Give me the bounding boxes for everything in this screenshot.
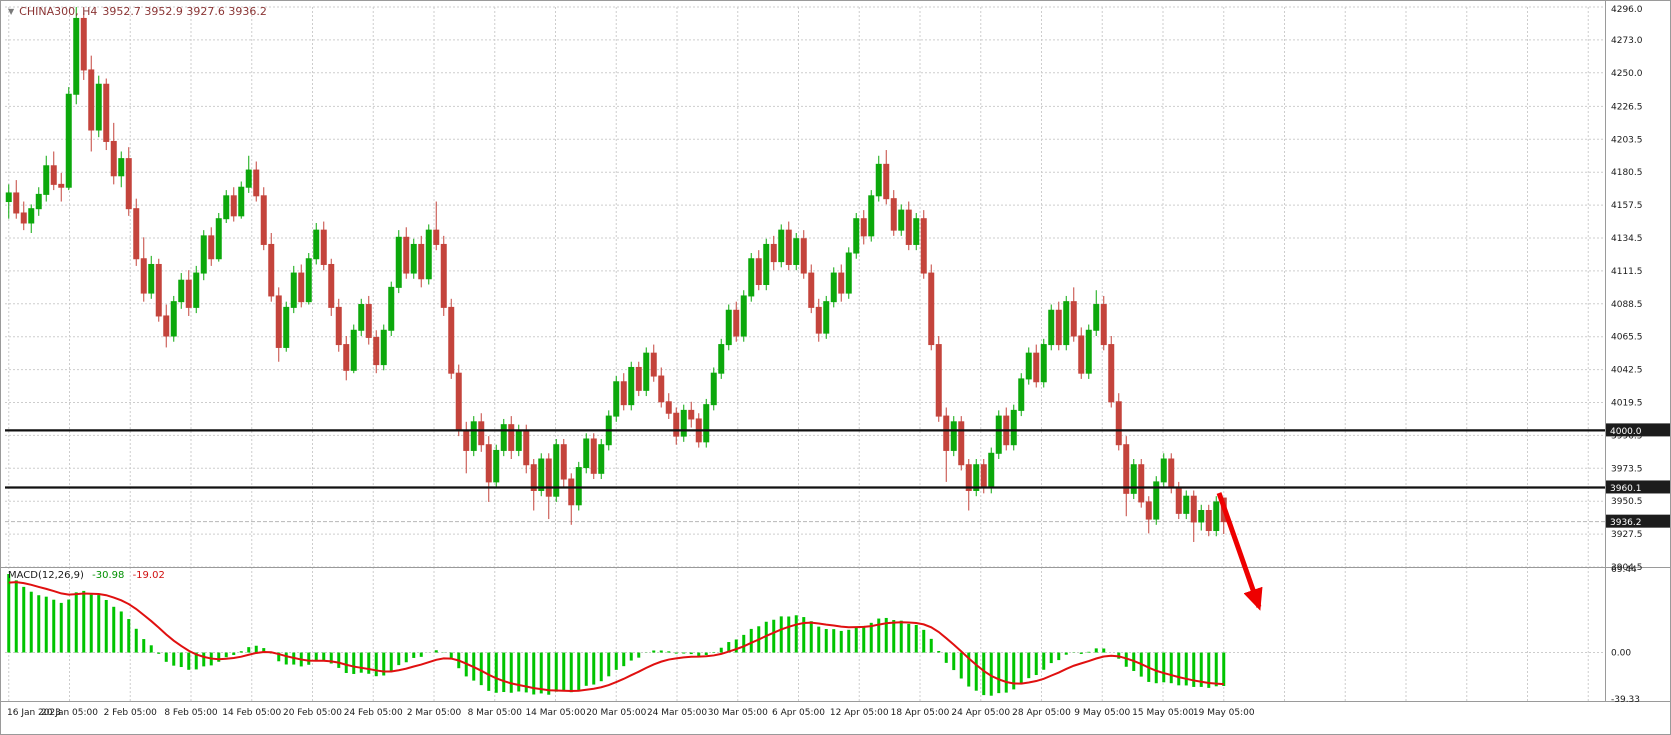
svg-text:4273.0: 4273.0 (1611, 36, 1643, 46)
svg-text:4111.5: 4111.5 (1611, 267, 1643, 277)
svg-text:30 Mar 05:00: 30 Mar 05:00 (708, 708, 768, 718)
macd-signal-value: -19.02 (132, 570, 165, 581)
svg-text:6 Apr 05:00: 6 Apr 05:00 (772, 708, 825, 718)
svg-text:20 Feb 05:00: 20 Feb 05:00 (283, 708, 342, 718)
svg-text:4226.5: 4226.5 (1611, 102, 1643, 112)
svg-text:4088.5: 4088.5 (1611, 300, 1643, 310)
svg-text:20 Mar 05:00: 20 Mar 05:00 (586, 708, 646, 718)
macd-indicator-label: MACD(12,26,9) -30.98 -19.02 (8, 570, 165, 581)
ohlc-values: 3952.7 3952.9 3927.6 3936.2 (102, 5, 267, 18)
candlesticks (5, 7, 1227, 542)
grid-lines (5, 6, 1605, 701)
svg-text:3904.5: 3904.5 (1611, 563, 1643, 573)
svg-text:19 May 05:00: 19 May 05:00 (1193, 708, 1255, 718)
pane-dividers (1, 1, 1670, 702)
svg-text:15 May 05:00: 15 May 05:00 (1132, 708, 1194, 718)
svg-text:2 Feb 05:00: 2 Feb 05:00 (104, 708, 158, 718)
trend-arrow[interactable] (1216, 492, 1263, 611)
svg-text:69.44: 69.44 (1611, 565, 1637, 575)
svg-text:4250.0: 4250.0 (1611, 69, 1643, 79)
svg-text:24 Mar 05:00: 24 Mar 05:00 (647, 708, 707, 718)
svg-text:2 Mar 05:00: 2 Mar 05:00 (407, 708, 462, 718)
svg-text:9 May 05:00: 9 May 05:00 (1074, 708, 1130, 718)
macd-name: MACD(12,26,9) (8, 570, 84, 581)
svg-text:14 Mar 05:00: 14 Mar 05:00 (525, 708, 585, 718)
svg-text:3960.1: 3960.1 (1610, 484, 1642, 494)
svg-text:4019.5: 4019.5 (1611, 399, 1643, 409)
svg-text:3936.2: 3936.2 (1610, 518, 1642, 528)
svg-text:24 Feb 05:00: 24 Feb 05:00 (344, 708, 403, 718)
svg-text:4296.0: 4296.0 (1611, 5, 1643, 15)
svg-text:28 Apr 05:00: 28 Apr 05:00 (1012, 708, 1071, 718)
svg-text:3950.5: 3950.5 (1611, 497, 1643, 507)
svg-text:0.00: 0.00 (1611, 649, 1631, 659)
svg-text:4203.5: 4203.5 (1611, 135, 1643, 145)
svg-text:20 Jan 05:00: 20 Jan 05:00 (41, 708, 98, 718)
svg-text:4180.5: 4180.5 (1611, 168, 1643, 178)
symbol-period-label: CHINA300, H4 (19, 5, 98, 18)
svg-text:18 Apr 05:00: 18 Apr 05:00 (891, 708, 950, 718)
svg-text:8 Mar 05:00: 8 Mar 05:00 (468, 708, 523, 718)
svg-text:24 Apr 05:00: 24 Apr 05:00 (951, 708, 1010, 718)
svg-text:12 Apr 05:00: 12 Apr 05:00 (830, 708, 889, 718)
svg-text:-39.33: -39.33 (1611, 695, 1640, 705)
svg-text:14 Feb 05:00: 14 Feb 05:00 (222, 708, 281, 718)
svg-text:4157.5: 4157.5 (1611, 201, 1643, 211)
horizontal-lines[interactable] (5, 429, 1605, 489)
chart-title: ▼ CHINA300, H4 3952.7 3952.9 3927.6 3936… (8, 5, 267, 18)
symbol-dropdown-icon[interactable]: ▼ (8, 7, 15, 16)
svg-text:4042.5: 4042.5 (1611, 366, 1643, 376)
price-scale[interactable]: 4296.0 4273.0 4250.0 4226.5 4203.5 4180.5 4157… (1611, 5, 1643, 705)
svg-text:16 Jan 2023: 16 Jan 2023 (7, 708, 61, 718)
price-badges: 4000.0 3960.1 3936.2 (1606, 423, 1670, 528)
svg-text:3927.5: 3927.5 (1611, 530, 1643, 540)
svg-text:8 Feb 05:00: 8 Feb 05:00 (164, 708, 218, 718)
macd-main-value: -30.98 (92, 570, 125, 581)
svg-text:4000.0: 4000.0 (1610, 427, 1642, 437)
macd-indicator (7, 573, 1226, 696)
svg-text:3996.5: 3996.5 (1611, 431, 1643, 441)
svg-text:3973.5: 3973.5 (1611, 464, 1643, 474)
svg-text:4065.5: 4065.5 (1611, 333, 1643, 343)
svg-text:4134.5: 4134.5 (1611, 234, 1643, 244)
